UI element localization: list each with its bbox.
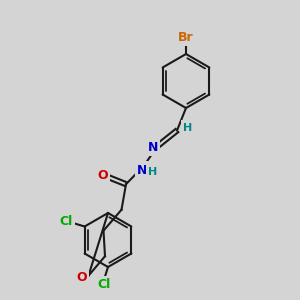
Text: N: N: [148, 141, 158, 154]
Text: Cl: Cl: [59, 214, 73, 228]
Text: Cl: Cl: [98, 278, 111, 292]
Text: H: H: [148, 167, 158, 177]
Text: O: O: [98, 169, 108, 182]
Text: O: O: [76, 271, 87, 284]
Text: Br: Br: [178, 31, 194, 44]
Text: H: H: [183, 122, 192, 133]
Text: N: N: [137, 164, 148, 177]
